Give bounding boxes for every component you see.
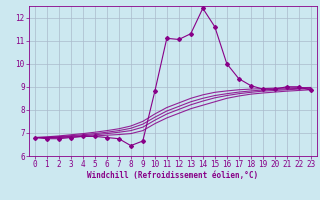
X-axis label: Windchill (Refroidissement éolien,°C): Windchill (Refroidissement éolien,°C) — [87, 171, 258, 180]
